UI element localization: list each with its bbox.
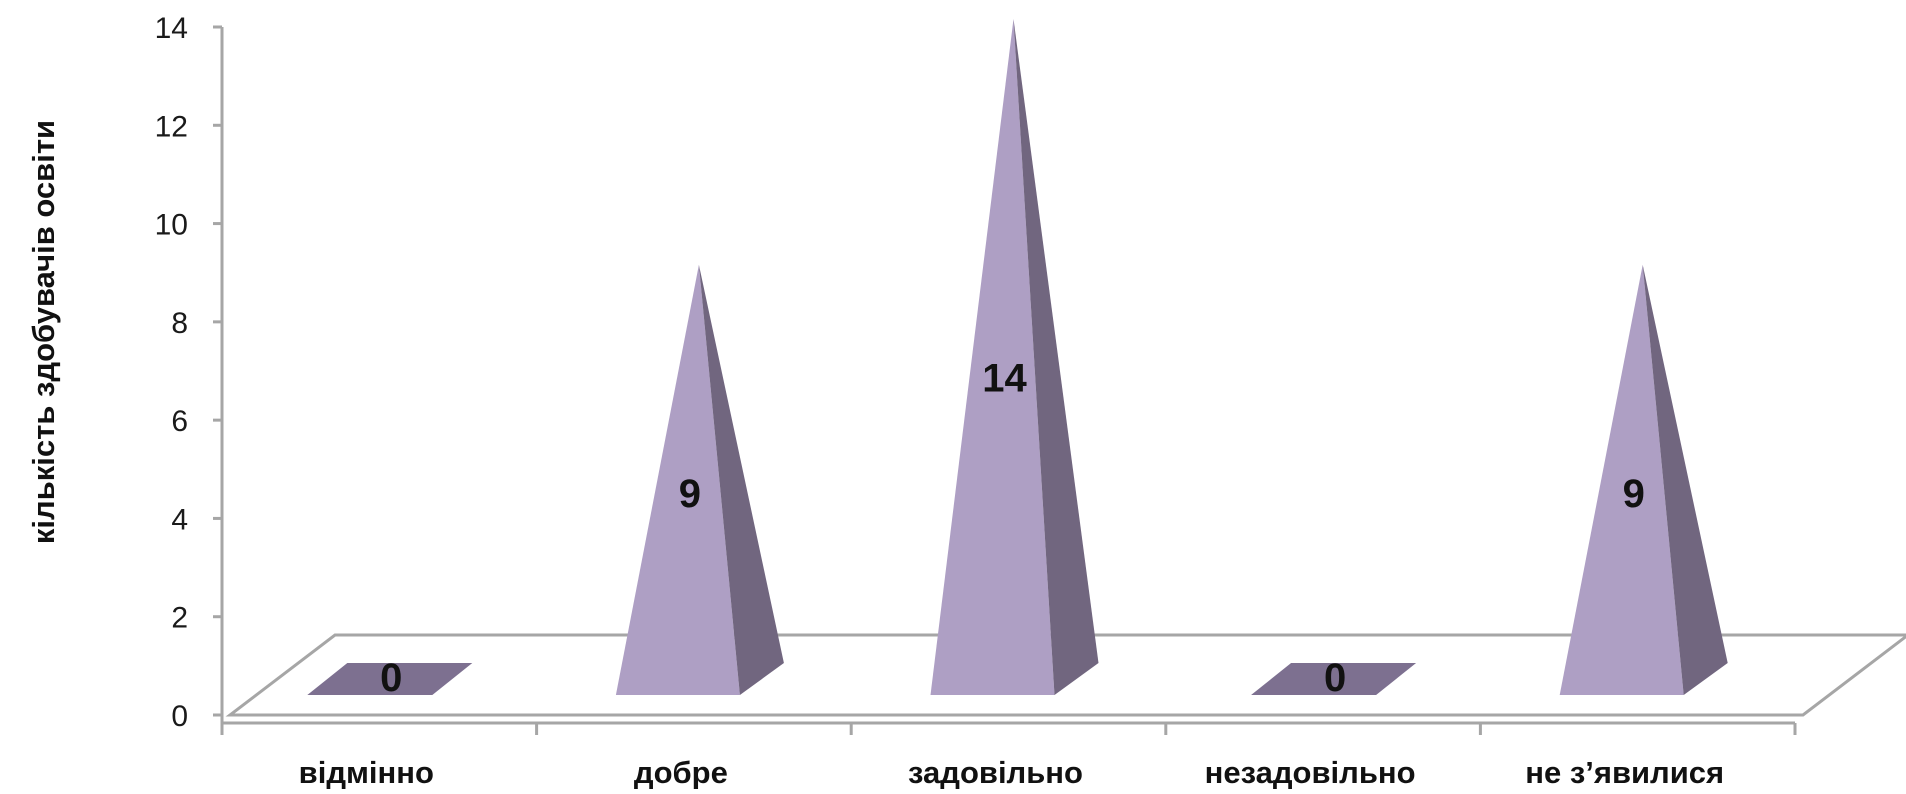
bar bbox=[930, 19, 1099, 695]
x-category-label: задовільно bbox=[908, 755, 1083, 789]
bar-side-face bbox=[1013, 19, 1099, 695]
y-tick-label: 2 bbox=[171, 602, 188, 635]
bar bbox=[1251, 663, 1417, 695]
bar-front-face bbox=[1559, 264, 1684, 695]
y-axis-title: кількість здобувачів освіти bbox=[26, 120, 61, 544]
y-tick-label: 0 bbox=[171, 700, 188, 733]
bar-side-face bbox=[698, 264, 784, 695]
y-tick-label: 10 bbox=[155, 209, 188, 242]
bar bbox=[307, 663, 473, 695]
data-label: 0 bbox=[1324, 656, 1346, 700]
bar bbox=[615, 264, 784, 695]
data-label: 9 bbox=[1623, 472, 1645, 516]
chart-axes: 0 2 4 6 8 10 12 14 bbox=[155, 12, 1797, 735]
y-tick-label: 14 bbox=[155, 12, 188, 45]
y-tick-label: 8 bbox=[171, 307, 188, 340]
bar-front-face bbox=[930, 19, 1055, 695]
chart-floor bbox=[225, 633, 1906, 717]
bar-front-face bbox=[615, 264, 740, 695]
chart-bars bbox=[307, 19, 1728, 695]
bar-side-face bbox=[1642, 264, 1728, 695]
y-tick-label: 6 bbox=[171, 405, 188, 438]
y-tick-label: 4 bbox=[171, 503, 188, 536]
data-label: 0 bbox=[380, 656, 402, 700]
x-category-label: відмінно bbox=[299, 755, 434, 789]
chart-floor-plane bbox=[225, 633, 1906, 717]
data-label: 9 bbox=[679, 472, 701, 516]
y-tick-label: 12 bbox=[155, 110, 188, 143]
chart-labels: 0 відмінно 9 добре 14 задовільно 0 незадовільно… bbox=[299, 356, 1724, 790]
x-category-label: не з’явилися bbox=[1525, 755, 1724, 789]
bar bbox=[1559, 264, 1728, 695]
bar-flat bbox=[1251, 663, 1417, 695]
data-label: 14 bbox=[982, 356, 1027, 400]
x-category-label: добре bbox=[634, 755, 728, 789]
x-category-label: незадовільно bbox=[1205, 755, 1416, 789]
bar-flat bbox=[307, 663, 473, 695]
